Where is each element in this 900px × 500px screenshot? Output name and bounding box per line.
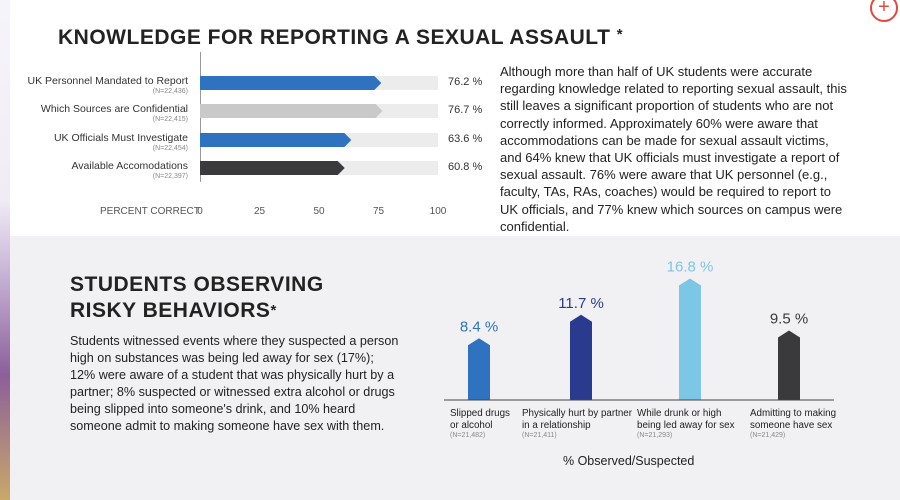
bottom-panel [10,236,900,500]
knowledge-chart-value-label: 63.6 % [448,133,483,145]
knowledge-chart-value-label: 76.2 % [448,76,483,88]
category-n-label: (N=21,293) [637,432,673,439]
section2-title-line2: RISKY BEHAVIORS [70,299,271,322]
risky-behaviors-x-axis-label: % Observed/Suspected [563,454,695,468]
knowledge-chart-bar [200,161,345,175]
knowledge-chart-tick-label: 100 [429,206,447,217]
category-label-line: Physically hurt by partner [522,408,632,419]
section2-title: STUDENTS OBSERVING RISKY BEHAVIORS* [70,272,430,324]
plus-circle-icon[interactable]: + [870,0,898,22]
category-label-line: Slipped drugs [450,408,510,419]
section1-title-star: * [616,26,624,43]
risky-chart-bar [778,330,800,400]
section2-title-star: * [270,302,277,319]
risky-chart-category-label: While drunk or high being led away for se… [637,408,734,441]
category-label-text: Available Accomodations [71,160,188,172]
risky-chart-category-label: Slipped drugs or alcohol (N=21,482) [450,408,510,441]
knowledge-chart-bar [200,104,383,118]
risky-chart-value-label: 16.8 % [667,259,714,276]
knowledge-chart-bar [200,133,351,147]
category-label-text: UK Officials Must Investigate [53,132,188,144]
risky-chart-value-label: 9.5 % [770,310,808,327]
category-label-line: or alcohol [450,419,493,431]
category-label-text: UK Personnel Mandated to Report [27,75,188,87]
section2-paragraph: Students witnessed events where they sus… [70,334,399,433]
knowledge-chart-category-label: Which Sources are Confidential (N=22,415) [41,103,188,124]
category-label-text: Which Sources are Confidential [40,103,188,115]
risky-chart-bar [468,338,490,400]
risky-chart-bar [570,314,592,400]
top-panel [10,0,900,236]
category-n-label: (N=21,429) [750,432,786,439]
knowledge-chart-tick-label: 75 [372,206,385,217]
knowledge-chart-tick-label: 25 [253,206,266,217]
risky-chart-bar [679,278,701,400]
category-n-label: (N=22,454) [152,145,188,152]
section1-title-text: KNOWLEDGE FOR REPORTING A SEXUAL ASSAULT [58,26,611,49]
knowledge-chart-category-label: UK Officials Must Investigate (N=22,454) [54,132,188,153]
section2-title-line1: STUDENTS OBSERVING [70,273,324,296]
left-decorative-strip [0,0,10,500]
category-n-label: (N=22,436) [152,88,188,95]
section1-title: KNOWLEDGE FOR REPORTING A SEXUAL ASSAULT… [58,26,623,50]
category-label-line: in a relationship [522,419,591,431]
risky-behaviors-bar-chart: 8.4 % 11.7 % 16.8 % 9.5 % [444,259,834,401]
category-n-label: (N=22,397) [152,173,188,180]
category-label-line: Admitting to making [750,408,837,419]
knowledge-chart-tick-label: 50 [313,206,325,217]
knowledge-chart-category-label: Available Accomodations (N=22,397) [71,160,188,181]
category-n-label: (N=21,411) [522,432,557,439]
knowledge-chart-category-label: UK Personnel Mandated to Report (N=22,436… [27,75,188,96]
category-n-label: (N=21,482) [450,432,486,439]
section1-paragraph: Although more than half of UK students w… [500,64,847,234]
category-label-line: someone have sex [750,419,833,431]
category-label-line: While drunk or high [637,408,722,419]
risky-chart-category-label: Physically hurt by partner in a relations… [522,408,632,441]
knowledge-chart-bar [200,76,381,90]
risky-chart-value-label: 11.7 % [558,295,604,312]
category-n-label: (N=22,415) [152,116,188,123]
knowledge-chart-value-label: 60.8 % [448,161,483,173]
risky-chart-value-label: 8.4 % [460,318,498,335]
risky-chart-category-label: Admitting to making someone have sex (N=21… [750,408,836,441]
knowledge-chart-value-label: 76.7 % [448,104,483,116]
category-label-line: being led away for sex [637,419,735,431]
knowledge-chart-x-axis-label: PERCENT CORRECT [100,206,200,217]
knowledge-chart-tick-label: 0 [197,206,203,217]
